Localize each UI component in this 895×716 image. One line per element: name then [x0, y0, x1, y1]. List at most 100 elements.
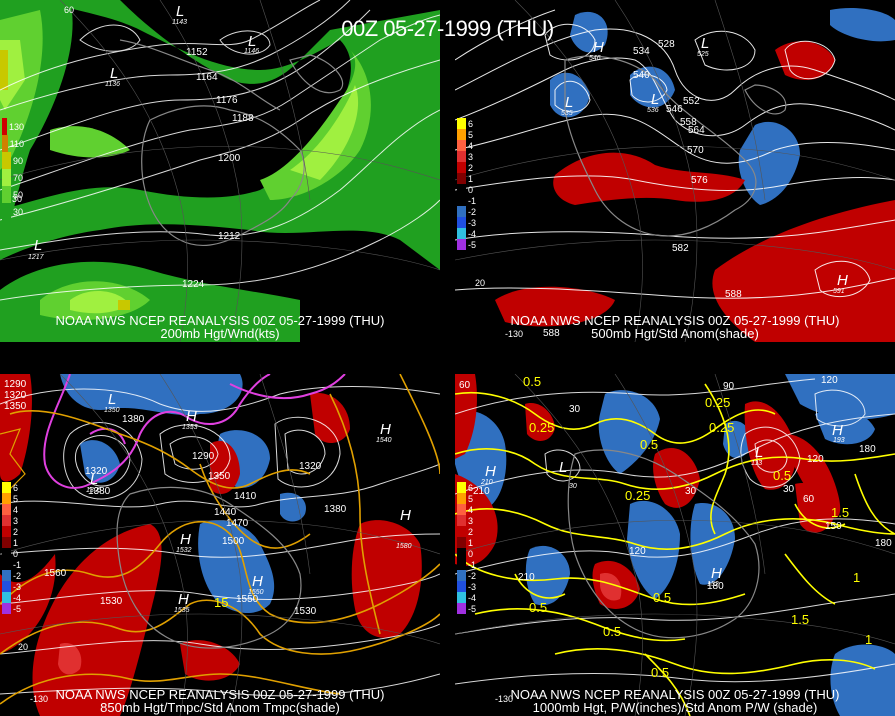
- contour-label: 120: [821, 375, 838, 386]
- system-value: 1535: [174, 607, 190, 614]
- pw-label: 0.25: [705, 395, 730, 410]
- legend-swatch: [2, 169, 11, 186]
- legend-label: 6: [13, 482, 19, 493]
- anomaly-legend: 6 5 4 3 2 1 0 -1 -2 -3 -4 -5: [2, 482, 24, 614]
- system-letter: H: [837, 272, 848, 289]
- panel-200mb: 1152 1164 1176 1188 1200 1212 1224 L 114…: [0, 0, 440, 342]
- system-value: 152: [707, 581, 719, 588]
- system-value: 1143: [172, 19, 187, 26]
- wind-legend: 130 110 90 70 50 30: [2, 118, 24, 220]
- contour-label: 180: [859, 444, 876, 455]
- pw-label: 0.25: [529, 420, 554, 435]
- system-letter: L: [248, 33, 256, 50]
- lat-label: -130: [30, 694, 48, 704]
- contour-label: 1152: [186, 47, 208, 58]
- contour-label: 1224: [182, 279, 205, 290]
- system-letter: H: [711, 565, 722, 582]
- contour-label: 1560: [44, 568, 67, 579]
- legend-label: 3: [13, 515, 19, 526]
- legend-label: 3: [468, 515, 474, 526]
- system-value: 1217: [28, 254, 45, 261]
- system-letter: L: [559, 459, 567, 476]
- panel-caption-source: NOAA NWS NCEP REANALYSIS 00Z 05-27-1999 …: [55, 687, 385, 702]
- system-value: 113: [751, 460, 762, 467]
- anomaly-legend: 6 5 4 3 2 1 0 -1 -2 -3 -4 -5: [457, 482, 479, 614]
- system-letter: H: [832, 422, 843, 439]
- panel-caption-field: 1000mb Hgt, P/W(inches)/Std Anom P/W (sh…: [532, 700, 818, 715]
- system-letter: H: [593, 39, 604, 56]
- contour-label: 1350: [208, 471, 231, 482]
- pw-label: 0.25: [709, 420, 734, 435]
- legend-label: 2: [468, 162, 474, 173]
- contour-label: 1290: [4, 379, 27, 390]
- contour-label: 150: [825, 521, 842, 532]
- panel-caption-field: 200mb Hgt/Wnd(kts): [160, 326, 280, 341]
- system-letter: H: [380, 421, 391, 438]
- system-value: 193: [833, 437, 845, 444]
- contour-label: 120: [629, 546, 646, 557]
- contour-label: 1212: [218, 231, 241, 242]
- contour-label: 576: [691, 175, 708, 186]
- system-value: 1580: [396, 543, 412, 550]
- legend-label: 130: [8, 121, 24, 132]
- system-letter: L: [755, 444, 763, 461]
- system-value: 535: [561, 110, 573, 117]
- contour-label: 1440: [214, 507, 237, 518]
- system-value: 1146: [244, 48, 259, 55]
- legend-label: 5: [468, 129, 474, 140]
- legend-label: -5: [468, 239, 477, 250]
- contour-label: 540: [633, 70, 650, 81]
- contour-label: 1320: [4, 390, 27, 401]
- system-letter: H: [180, 531, 191, 548]
- contour-label: 1410: [234, 491, 257, 502]
- contour-label: 1550: [236, 594, 259, 605]
- legend-swatch: [2, 186, 11, 203]
- lat-label: -130: [505, 329, 523, 339]
- system-value: 536: [647, 107, 659, 114]
- contour-label: 1200: [218, 153, 241, 164]
- legend-label: 4: [468, 140, 474, 151]
- system-letter: H: [186, 408, 197, 425]
- contour-label: 1530: [100, 596, 123, 607]
- contour-label: 1350: [4, 401, 27, 412]
- panel-caption-source: NOAA NWS NCEP REANALYSIS 00Z 05-27-1999 …: [510, 313, 840, 328]
- lat-label: 30: [12, 194, 22, 204]
- legend-label: 4: [468, 504, 474, 515]
- contour-label: 1188: [232, 113, 254, 124]
- contour-label: 1320: [299, 461, 322, 472]
- contour-label: 180: [875, 538, 892, 549]
- system-letter: L: [701, 35, 709, 52]
- legend-swatch: [2, 203, 11, 220]
- legend-label: -4: [468, 228, 477, 239]
- legend-label: 2: [13, 526, 19, 537]
- contour-label: 546: [666, 104, 683, 115]
- contour-label: 90: [723, 381, 735, 392]
- contour-label: 528: [658, 39, 675, 50]
- contour-label: 552: [683, 96, 700, 107]
- contour-label: 1176: [216, 95, 238, 106]
- legend-label: 110: [9, 138, 24, 149]
- pw-label: 1: [853, 570, 860, 585]
- legend-label: 2: [468, 526, 474, 537]
- system-value: 1540: [376, 437, 392, 444]
- lat-label: 20: [18, 642, 28, 652]
- system-value: 1136: [105, 81, 120, 88]
- legend-label: 90: [13, 155, 24, 166]
- contour-label: 588: [725, 289, 742, 300]
- legend-label: 50: [13, 189, 24, 200]
- legend-label: -3: [468, 217, 477, 228]
- contour-label: 1500: [222, 536, 245, 547]
- lat-label: 60: [64, 5, 74, 15]
- legend-label: 1: [13, 537, 19, 548]
- legend-swatch: [2, 135, 8, 152]
- contour-label: 60: [459, 380, 471, 391]
- legend-label: -1: [13, 559, 22, 570]
- system-value: 525: [697, 51, 709, 58]
- system-value: 1532: [176, 547, 192, 554]
- map-200mb: 1152 1164 1176 1188 1200 1212 1224 L 114…: [0, 0, 440, 342]
- pw-label: 0.5: [603, 624, 621, 639]
- map-1000mb: 60 90 120 30 210 180 120 30 60 150 180 2…: [455, 374, 895, 716]
- lat-label: -130: [495, 694, 513, 704]
- legend-label: 0: [468, 548, 474, 559]
- legend-label: 4: [13, 504, 19, 515]
